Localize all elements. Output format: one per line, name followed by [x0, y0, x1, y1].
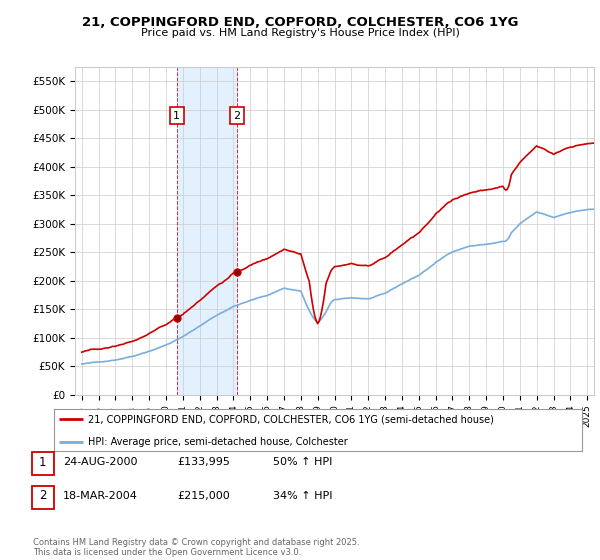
Text: Price paid vs. HM Land Registry's House Price Index (HPI): Price paid vs. HM Land Registry's House …: [140, 28, 460, 38]
Text: HPI: Average price, semi-detached house, Colchester: HPI: Average price, semi-detached house,…: [88, 437, 348, 446]
Text: 2: 2: [39, 489, 47, 502]
Text: 2: 2: [233, 111, 241, 120]
Text: 50% ↑ HPI: 50% ↑ HPI: [273, 457, 332, 467]
Text: £133,995: £133,995: [177, 457, 230, 467]
Text: 1: 1: [173, 111, 180, 120]
Text: 18-MAR-2004: 18-MAR-2004: [63, 491, 138, 501]
Text: 34% ↑ HPI: 34% ↑ HPI: [273, 491, 332, 501]
Text: 21, COPPINGFORD END, COPFORD, COLCHESTER, CO6 1YG: 21, COPPINGFORD END, COPFORD, COLCHESTER…: [82, 16, 518, 29]
Text: 1: 1: [39, 455, 47, 469]
Text: 24-AUG-2000: 24-AUG-2000: [63, 457, 137, 467]
Text: £215,000: £215,000: [177, 491, 230, 501]
Bar: [177, 67, 237, 395]
Text: 21, COPPINGFORD END, COPFORD, COLCHESTER, CO6 1YG (semi-detached house): 21, COPPINGFORD END, COPFORD, COLCHESTER…: [88, 414, 494, 424]
Text: Contains HM Land Registry data © Crown copyright and database right 2025.
This d: Contains HM Land Registry data © Crown c…: [33, 538, 359, 557]
